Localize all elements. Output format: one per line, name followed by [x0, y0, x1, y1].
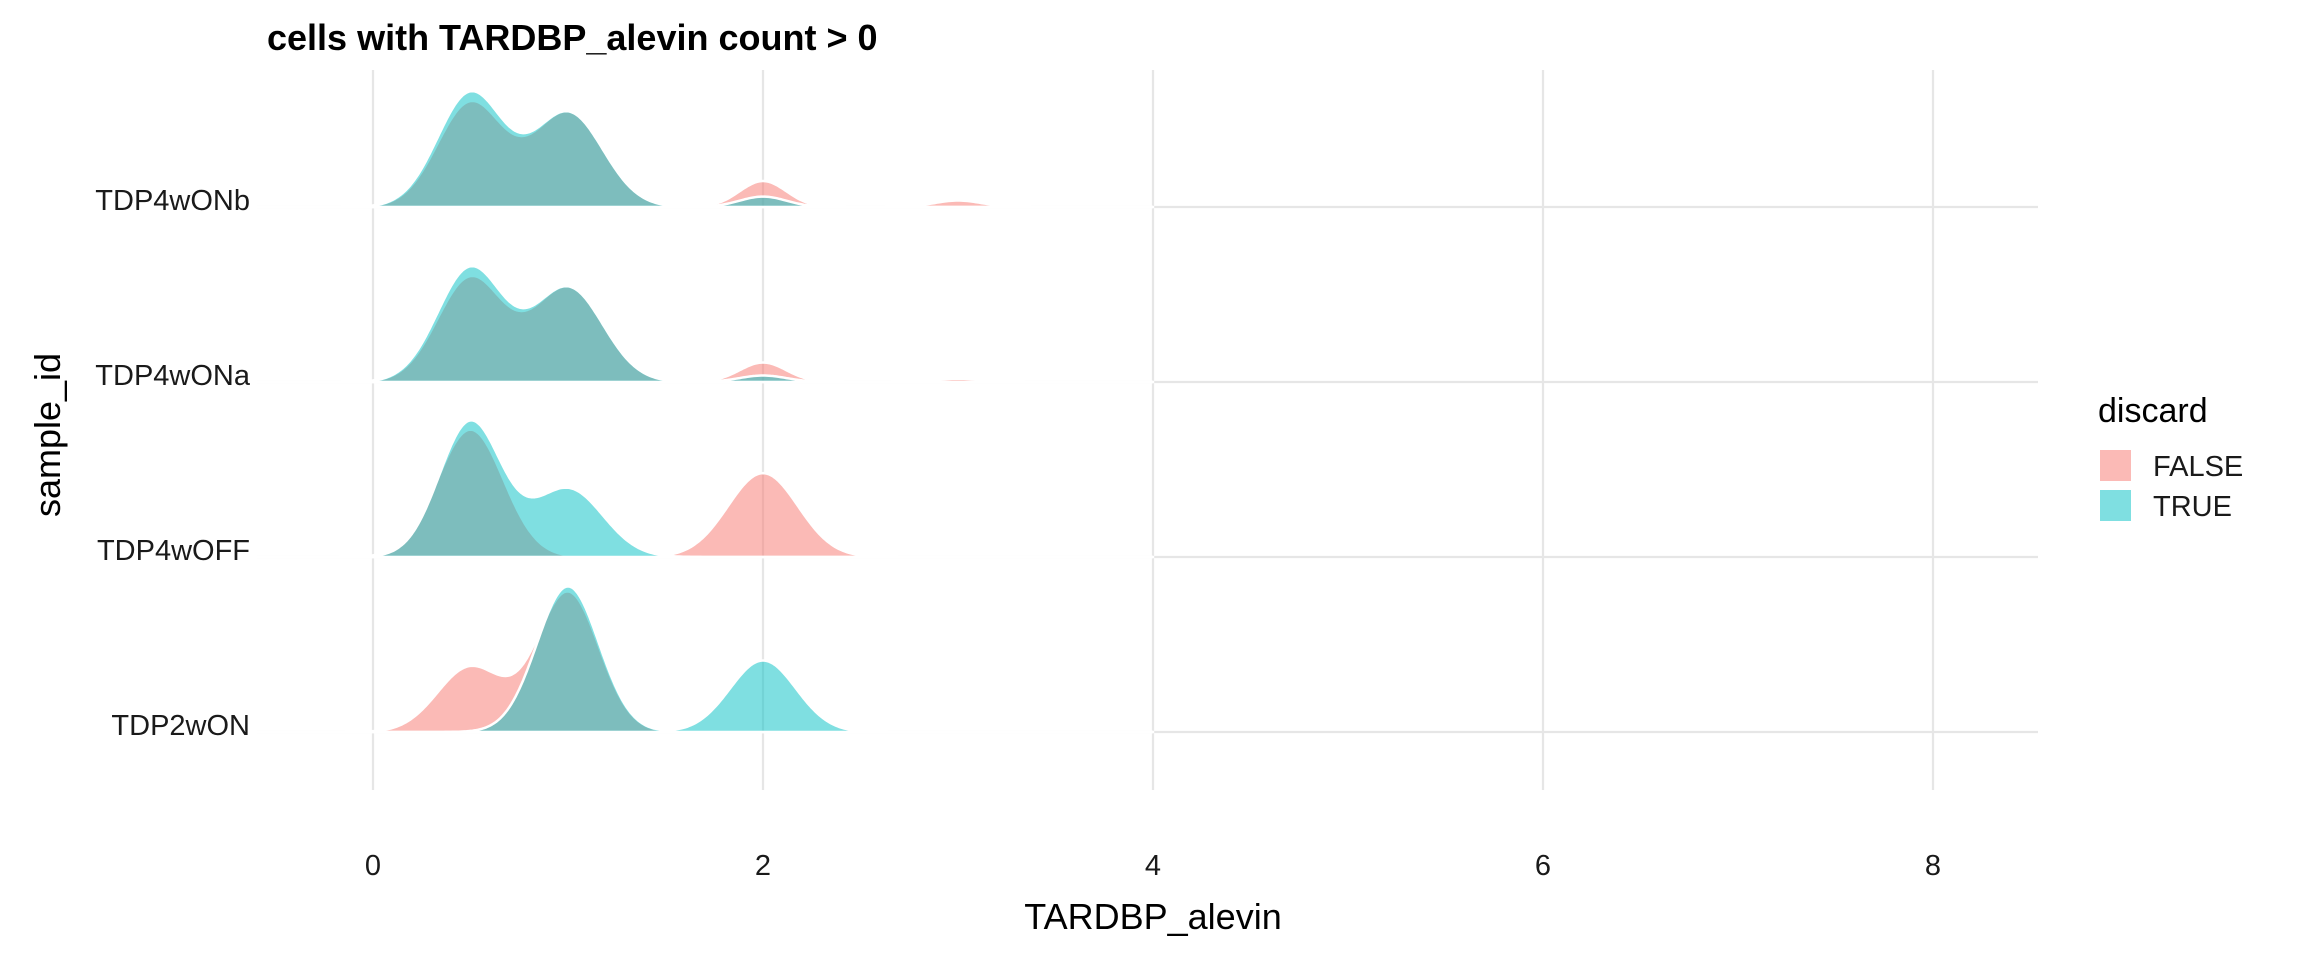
- density-ridge: [254, 89, 1155, 209]
- y-tick-labels: TDP4wONb TDP4wONa TDP4wOFF TDP2wON: [95, 185, 251, 742]
- legend-entries: FALSE TRUE: [2100, 450, 2243, 523]
- x-tick-label: 4: [1145, 850, 1161, 882]
- y-axis-title: sample_id: [27, 353, 68, 517]
- density-ridge: [254, 585, 1155, 734]
- x-tick-labels: 0 2 4 6 8: [365, 850, 1941, 882]
- x-tick-label: 0: [365, 850, 381, 882]
- density-ridge: [254, 419, 1155, 559]
- ridge-group: [254, 89, 1155, 209]
- ridge-group: [254, 419, 1155, 559]
- density-ridge: [254, 590, 1155, 734]
- density-ridge: [254, 274, 1155, 384]
- x-axis-title: TARDBP_alevin: [1024, 896, 1281, 937]
- legend-swatch: [2100, 490, 2131, 521]
- ridge-group: [254, 585, 1155, 734]
- chart-title: cells with TARDBP_alevin count > 0: [267, 17, 878, 58]
- ridge-group: [254, 264, 1155, 384]
- y-tick-label: TDP2wON: [111, 710, 250, 742]
- x-tick-label: 8: [1925, 850, 1941, 882]
- y-tick-label: TDP4wONb: [95, 185, 250, 217]
- legend-swatch: [2100, 450, 2131, 481]
- density-ridge: [254, 428, 1155, 559]
- density-ridge: [254, 264, 1155, 384]
- ridges: [254, 89, 1155, 734]
- legend: discard FALSE TRUE: [2098, 392, 2243, 523]
- y-tick-label: TDP4wOFF: [97, 535, 250, 567]
- x-tick-label: 6: [1535, 850, 1551, 882]
- x-tick-label: 2: [755, 850, 771, 882]
- legend-title: discard: [2098, 392, 2208, 430]
- legend-label: FALSE: [2153, 451, 2243, 483]
- density-ridge: [254, 99, 1155, 209]
- legend-label: TRUE: [2153, 491, 2232, 523]
- y-tick-label: TDP4wONa: [95, 360, 251, 392]
